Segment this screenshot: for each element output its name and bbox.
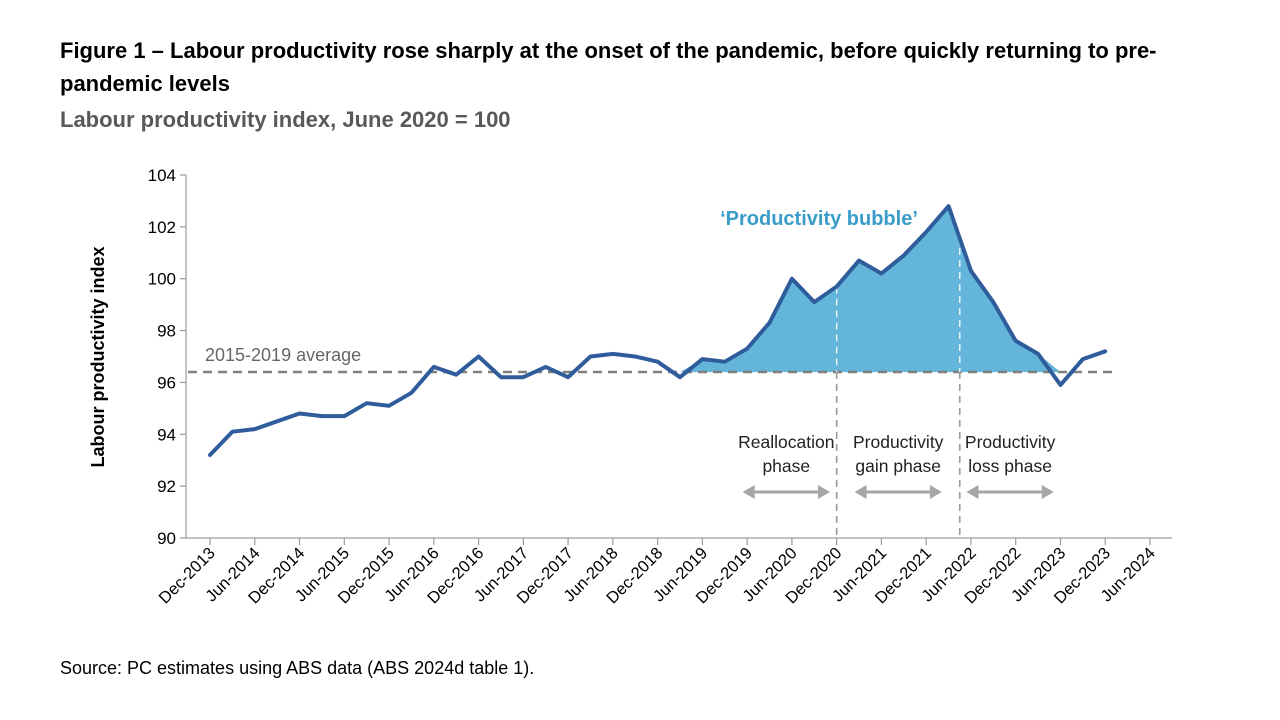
productivity-series-line: [208, 204, 1108, 457]
phase-label: Reallocation: [738, 432, 834, 452]
y-tick-label: 98: [157, 322, 176, 341]
source-note: Source: PC estimates using ABS data (ABS…: [60, 658, 535, 678]
phase-arrow-head-right: [929, 485, 942, 499]
y-tick-label: 90: [157, 529, 176, 548]
phase-label: phase: [762, 456, 810, 476]
phase-label: loss phase: [968, 456, 1052, 476]
y-tick-label: 100: [148, 270, 176, 289]
y-tick-label: 94: [157, 425, 176, 444]
phase-label: Productivity: [965, 432, 1056, 452]
figure-subtitle: Labour productivity index, June 2020 = 1…: [60, 107, 511, 132]
figure-title: Figure 1 – Labour productivity rose shar…: [60, 38, 1157, 96]
y-tick-label: 102: [148, 218, 176, 237]
phase-arrow-head-right: [817, 485, 830, 499]
productivity-bubble-area: [680, 206, 1061, 373]
phase-arrow-head-left: [854, 485, 867, 499]
y-axis-title: Labour productivity index: [88, 246, 108, 467]
phase-arrow-head-right: [1041, 485, 1054, 499]
phase-arrow-head-left: [966, 485, 979, 499]
bubble-label: ‘Productivity bubble’: [720, 208, 918, 230]
phase-label: gain phase: [855, 456, 941, 476]
phase-label: Productivity: [853, 432, 944, 452]
phase-arrow-head-left: [742, 485, 755, 499]
y-tick-label: 92: [157, 477, 176, 496]
average-label: 2015-2019 average: [205, 345, 361, 365]
y-tick-label: 96: [157, 373, 176, 392]
y-tick-label: 104: [148, 166, 176, 185]
